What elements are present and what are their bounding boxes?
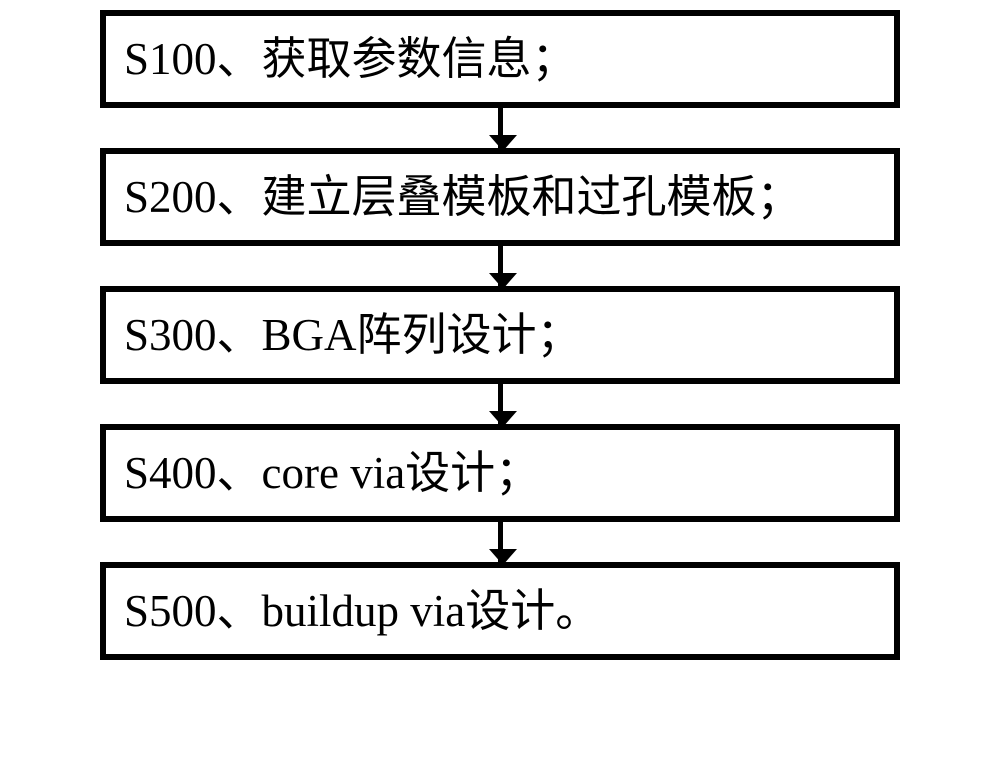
flowchart-step-label: S200、建立层叠模板和过孔模板； (124, 175, 802, 220)
flowchart-arrow (498, 382, 503, 424)
flowchart-step-s500: S500、buildup via设计。 (100, 562, 900, 660)
flowchart-arrow (498, 520, 503, 562)
flowchart-step-s300: S300、BGA阵列设计； (100, 286, 900, 384)
flowchart-step-label: S100、获取参数信息； (124, 37, 577, 82)
flowchart-step-label: S500、buildup via设计。 (124, 589, 600, 634)
flowchart-step-s200: S200、建立层叠模板和过孔模板； (100, 148, 900, 246)
flowchart-step-s400: S400、core via设计； (100, 424, 900, 522)
flowchart-arrow (498, 106, 503, 148)
flowchart-arrow (498, 244, 503, 286)
flowchart-step-label: S400、core via设计； (124, 451, 540, 496)
flowchart-step-s100: S100、获取参数信息； (100, 10, 900, 108)
flowchart-diagram: S100、获取参数信息； S200、建立层叠模板和过孔模板； S300、BGA阵… (0, 0, 1000, 660)
flowchart-step-label: S300、BGA阵列设计； (124, 313, 582, 358)
